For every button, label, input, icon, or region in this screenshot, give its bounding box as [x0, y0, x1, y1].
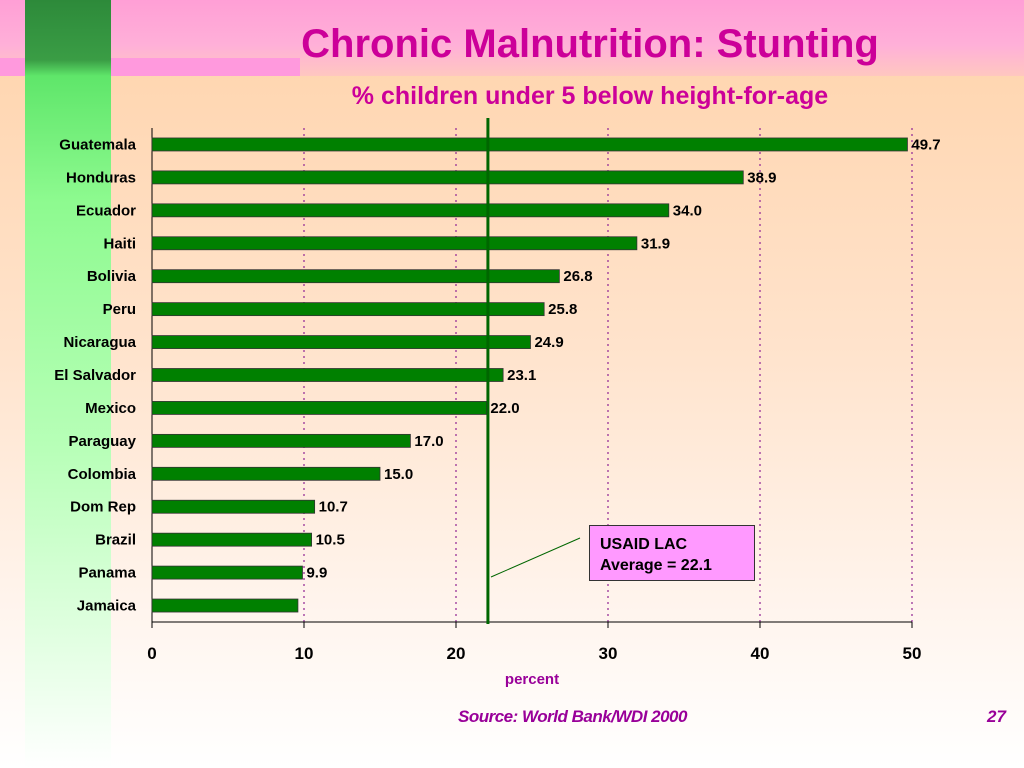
callout-leader-line: [490, 537, 581, 578]
category-label: Paraguay: [68, 433, 136, 450]
bar: [151, 565, 303, 580]
bar: [151, 598, 299, 613]
x-tick-label: 0: [147, 644, 156, 663]
x-axis-label: percent: [505, 671, 559, 688]
category-label: Honduras: [66, 169, 136, 186]
category-label: Guatemala: [59, 136, 136, 153]
bar: [151, 499, 316, 514]
category-label: Mexico: [85, 400, 136, 417]
data-label: 10.5: [316, 532, 345, 549]
bar: [151, 532, 313, 547]
bar: [151, 302, 545, 317]
slide-subtitle: % children under 5 below height-for-age: [351, 82, 829, 110]
category-label: Colombia: [68, 466, 137, 483]
x-tick-label: 40: [751, 644, 770, 663]
data-label: 34.0: [673, 202, 702, 219]
category-label: Jamaica: [77, 598, 137, 615]
category-label: Bolivia: [87, 268, 137, 285]
callout-line-2: Average = 22.1: [600, 557, 712, 574]
data-label: 9.9: [306, 565, 327, 582]
data-label: 24.9: [534, 334, 563, 351]
bar: [151, 236, 638, 251]
bar: [151, 170, 744, 185]
bar: [151, 137, 908, 152]
category-label: Dom Rep: [70, 499, 136, 516]
slide-title: Chronic Malnutrition: Stunting: [301, 22, 879, 66]
source-note: Source: World Bank/WDI 2000: [458, 707, 687, 726]
average-callout: USAID LAC Average = 22.1: [589, 525, 755, 581]
bar: [151, 335, 531, 349]
bar: [151, 401, 487, 415]
category-label: Panama: [78, 565, 136, 582]
category-label: Ecuador: [76, 202, 136, 219]
category-label: Haiti: [103, 235, 136, 252]
x-tick-label: 10: [295, 644, 314, 663]
side-decoration-bar: [25, 0, 111, 768]
data-label: 10.7: [319, 499, 348, 516]
bar: [151, 269, 560, 284]
category-label: El Salvador: [54, 367, 136, 384]
data-label: 25.8: [548, 301, 577, 318]
page-number: 27: [987, 707, 1006, 726]
category-label: Peru: [103, 301, 136, 318]
data-label: 22.0: [490, 400, 519, 417]
x-tick-label: 30: [599, 644, 618, 663]
bar: [151, 433, 411, 448]
data-label: 15.0: [384, 466, 413, 483]
callout-line-1: USAID LAC: [600, 536, 688, 553]
category-label: Brazil: [95, 532, 136, 549]
data-label: 23.1: [507, 367, 536, 384]
data-label: 49.7: [911, 136, 940, 153]
data-label: 38.9: [747, 169, 776, 186]
bar: [151, 368, 504, 382]
data-label: 31.9: [641, 235, 670, 252]
data-label: 26.8: [563, 268, 592, 285]
data-label: 17.0: [414, 433, 443, 450]
bar: [151, 203, 670, 218]
x-tick-label: 20: [447, 644, 466, 663]
category-label: Nicaragua: [63, 334, 136, 351]
bar: [151, 466, 381, 481]
x-tick-label: 50: [903, 644, 922, 663]
